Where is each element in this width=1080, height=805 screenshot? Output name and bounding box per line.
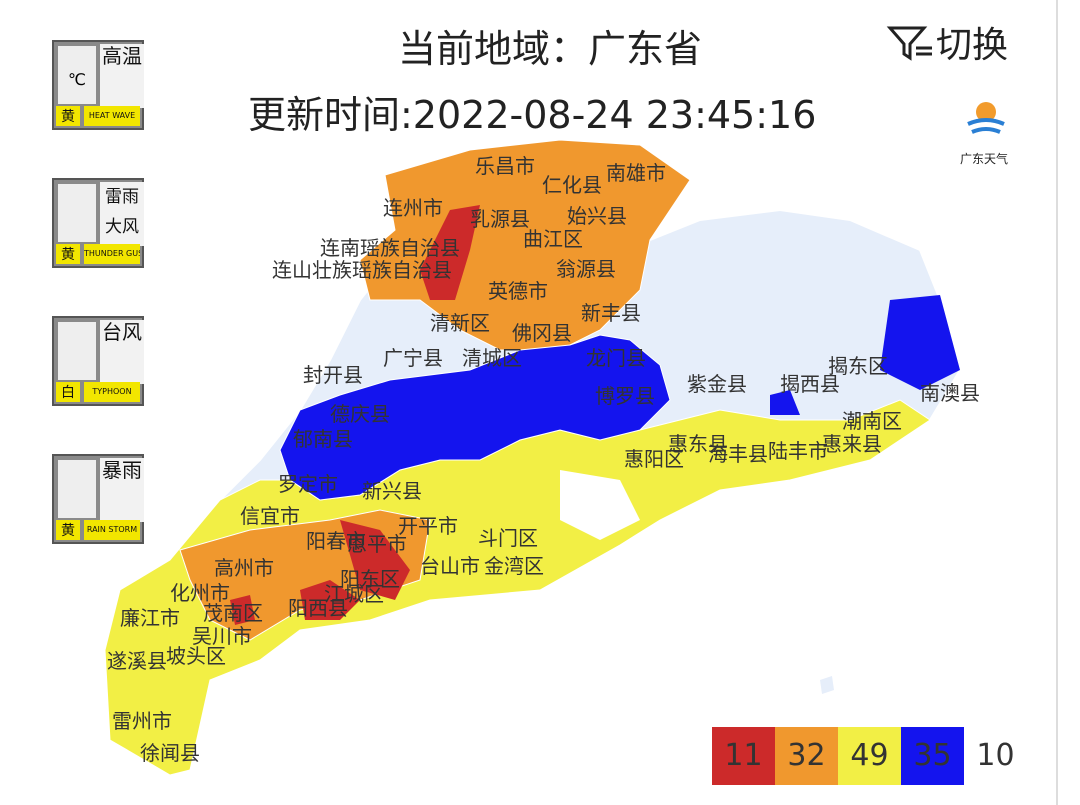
region-label: 新丰县: [581, 301, 641, 325]
region-label: 雷州市: [112, 709, 172, 733]
switch-label: 切换: [936, 25, 1009, 66]
region-label: 仁化县: [542, 173, 602, 197]
warning-icon: 暴雨黄 RAIN STORM: [52, 454, 144, 544]
region-label: 廉江市: [120, 606, 180, 630]
region-label: 开平市: [398, 514, 458, 538]
warning-symbol-area: ℃: [58, 46, 96, 104]
region-label: 揭东区: [828, 354, 888, 378]
warning-level: 黄: [56, 106, 80, 126]
region-label: 海丰县: [708, 442, 768, 466]
logo-text: 广东天气: [960, 152, 1009, 166]
region-label: 德庆县: [330, 402, 390, 426]
region-label: 江城区: [324, 582, 384, 606]
region-label: 遂溪县: [107, 649, 167, 673]
region-label: 广宁县: [383, 346, 443, 370]
region-label: 南雄市: [606, 161, 666, 185]
region-label: 封开县: [303, 363, 363, 387]
warning-english: THUNDER GUST: [84, 244, 140, 264]
region-label: 阳东区: [340, 567, 400, 591]
region-label: 连南瑶族自治县: [320, 236, 460, 260]
region-label: 惠来县: [822, 432, 882, 456]
region-label: 信宜市: [240, 504, 300, 528]
warning-symbol-area: [58, 184, 96, 242]
region: [770, 390, 800, 415]
region-label: 连山壮族瑶族自治县: [272, 258, 452, 282]
region: [420, 205, 480, 300]
region-label: 茂南区: [203, 601, 263, 625]
region: [230, 595, 255, 625]
warning-title: 台风: [100, 320, 144, 384]
region: [880, 295, 960, 390]
region-label: 罗定市: [278, 472, 338, 496]
region-title: 当前地域：广东省: [397, 27, 702, 71]
region-label: 高州市: [214, 556, 274, 580]
warning-icon: 台风白 TYPHOON: [52, 316, 144, 406]
region: [340, 520, 410, 600]
filter-icon: [886, 26, 932, 61]
legend-count: 11: [712, 727, 775, 785]
region-label: 徐闻县: [140, 741, 200, 765]
region-label: 新兴县: [362, 479, 422, 503]
logo: [967, 102, 1005, 134]
region-label: 清新区: [430, 311, 490, 335]
warning-icon: ℃ 高温黄 HEAT WAVE: [52, 40, 144, 130]
warning-title: 雷雨大风: [100, 182, 144, 246]
region-label: 英德市: [488, 279, 548, 303]
switch-button[interactable]: 切换: [886, 20, 1008, 66]
region-label: 惠阳区: [624, 447, 684, 471]
region-label: 乳源县: [470, 207, 530, 231]
region-label: 惠东县: [668, 432, 728, 456]
warning-title: 暴雨: [100, 458, 144, 522]
region-label: 吴川市: [192, 624, 252, 648]
region-label: 斗门区: [478, 526, 538, 550]
region: [560, 470, 640, 540]
warning-level: 黄: [56, 244, 80, 264]
region-label: 清城区: [462, 346, 522, 370]
region-label: 博罗县: [595, 384, 655, 408]
region-label: 佛冈县: [512, 321, 572, 345]
legend-count: 49: [838, 727, 901, 785]
warning-symbol: ℃: [68, 70, 86, 89]
region-label: 陆丰市: [768, 439, 828, 463]
region-label: 潮南区: [842, 409, 902, 433]
region-label: 揭西县: [780, 372, 840, 396]
warning-title: 高温: [100, 44, 144, 108]
region-label: 乐昌市: [475, 154, 535, 178]
warning-level: 白: [56, 382, 80, 402]
region-label: 曲江区: [523, 227, 583, 251]
region-label: 坡头区: [166, 644, 226, 668]
region: [279, 334, 671, 501]
region-label: 金湾区: [484, 554, 544, 578]
region-label: 紫金县: [687, 372, 747, 396]
legend-count: 35: [901, 727, 964, 785]
region: [300, 580, 360, 620]
region-label: 龙门县: [586, 346, 646, 370]
warning-english: RAIN STORM: [84, 520, 140, 540]
region-label: 化州市: [170, 581, 230, 605]
legend-count: 32: [775, 727, 838, 785]
region-label: 阳春市: [306, 529, 366, 553]
region-label: 连州市: [383, 196, 443, 220]
warning-level: 黄: [56, 520, 80, 540]
island: [820, 676, 834, 694]
warning-symbol-area: [58, 322, 96, 380]
legend-count: 10: [964, 727, 1027, 785]
warning-english: HEAT WAVE: [84, 106, 140, 126]
region-label: 郁南县: [293, 427, 353, 451]
warning-english: TYPHOON: [84, 382, 140, 402]
region-label: 始兴县: [567, 204, 627, 228]
region-label: 翁源县: [556, 257, 616, 281]
warning-symbol-area: [58, 460, 96, 518]
update-time: 更新时间:2022-08-24 23:45:16: [248, 93, 817, 137]
region-label: 阳西县: [288, 596, 348, 620]
region-label: 台山市: [420, 554, 480, 578]
region-label: 恩平市: [347, 532, 407, 556]
edge: [1056, 0, 1058, 805]
region-label: 南澳县: [920, 381, 980, 405]
